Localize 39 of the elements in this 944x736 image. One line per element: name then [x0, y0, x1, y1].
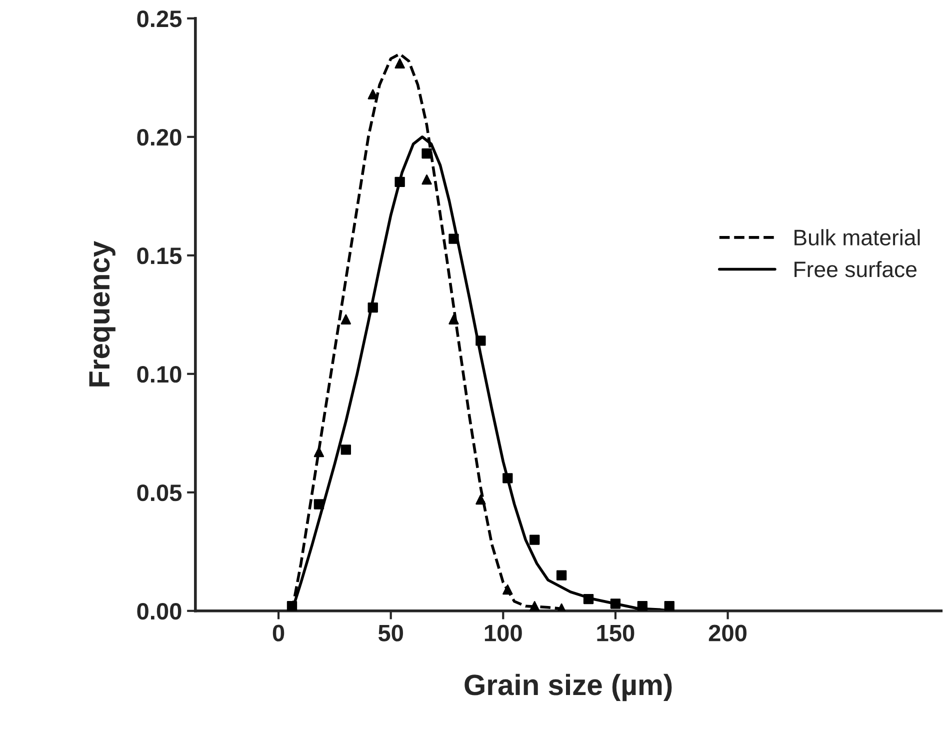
point [368, 302, 378, 313]
point [637, 601, 648, 611]
point [664, 601, 674, 611]
y-tick-label: 0.20 [137, 128, 182, 146]
point [314, 447, 324, 458]
y-tick-label: 0.25 [137, 10, 182, 28]
y-axis-title: Frequency [89, 241, 116, 386]
y-tick-label: 0.05 [137, 484, 182, 502]
legend-label: Bulk material [794, 229, 920, 246]
point [422, 148, 432, 159]
point [340, 314, 351, 324]
point [448, 314, 459, 324]
point [394, 176, 405, 188]
y-tick-label: 0.10 [137, 366, 182, 383]
point [502, 584, 513, 595]
point [476, 336, 486, 346]
point [530, 601, 540, 611]
y-tick-label: 0.15 [137, 247, 182, 264]
point [368, 89, 378, 100]
x-axis-title: Grain size (µm) [464, 674, 672, 702]
point [394, 58, 405, 69]
point [476, 494, 486, 505]
x-tick-label: 150 [597, 624, 634, 642]
point [286, 601, 298, 611]
point [556, 570, 567, 580]
x-tick-label: 50 [378, 624, 403, 642]
point [583, 594, 594, 604]
legend-label: Free surface [794, 260, 916, 278]
point [340, 444, 351, 455]
x-tick-label: 200 [708, 624, 747, 642]
point [530, 534, 540, 545]
point [448, 234, 459, 244]
x-tick-label: 100 [484, 624, 522, 642]
point [422, 174, 432, 185]
point [610, 598, 621, 609]
point [314, 499, 324, 510]
y-tick-label: 0.00 [137, 602, 182, 620]
x-tick-label: 0 [272, 624, 284, 642]
point [502, 473, 513, 484]
